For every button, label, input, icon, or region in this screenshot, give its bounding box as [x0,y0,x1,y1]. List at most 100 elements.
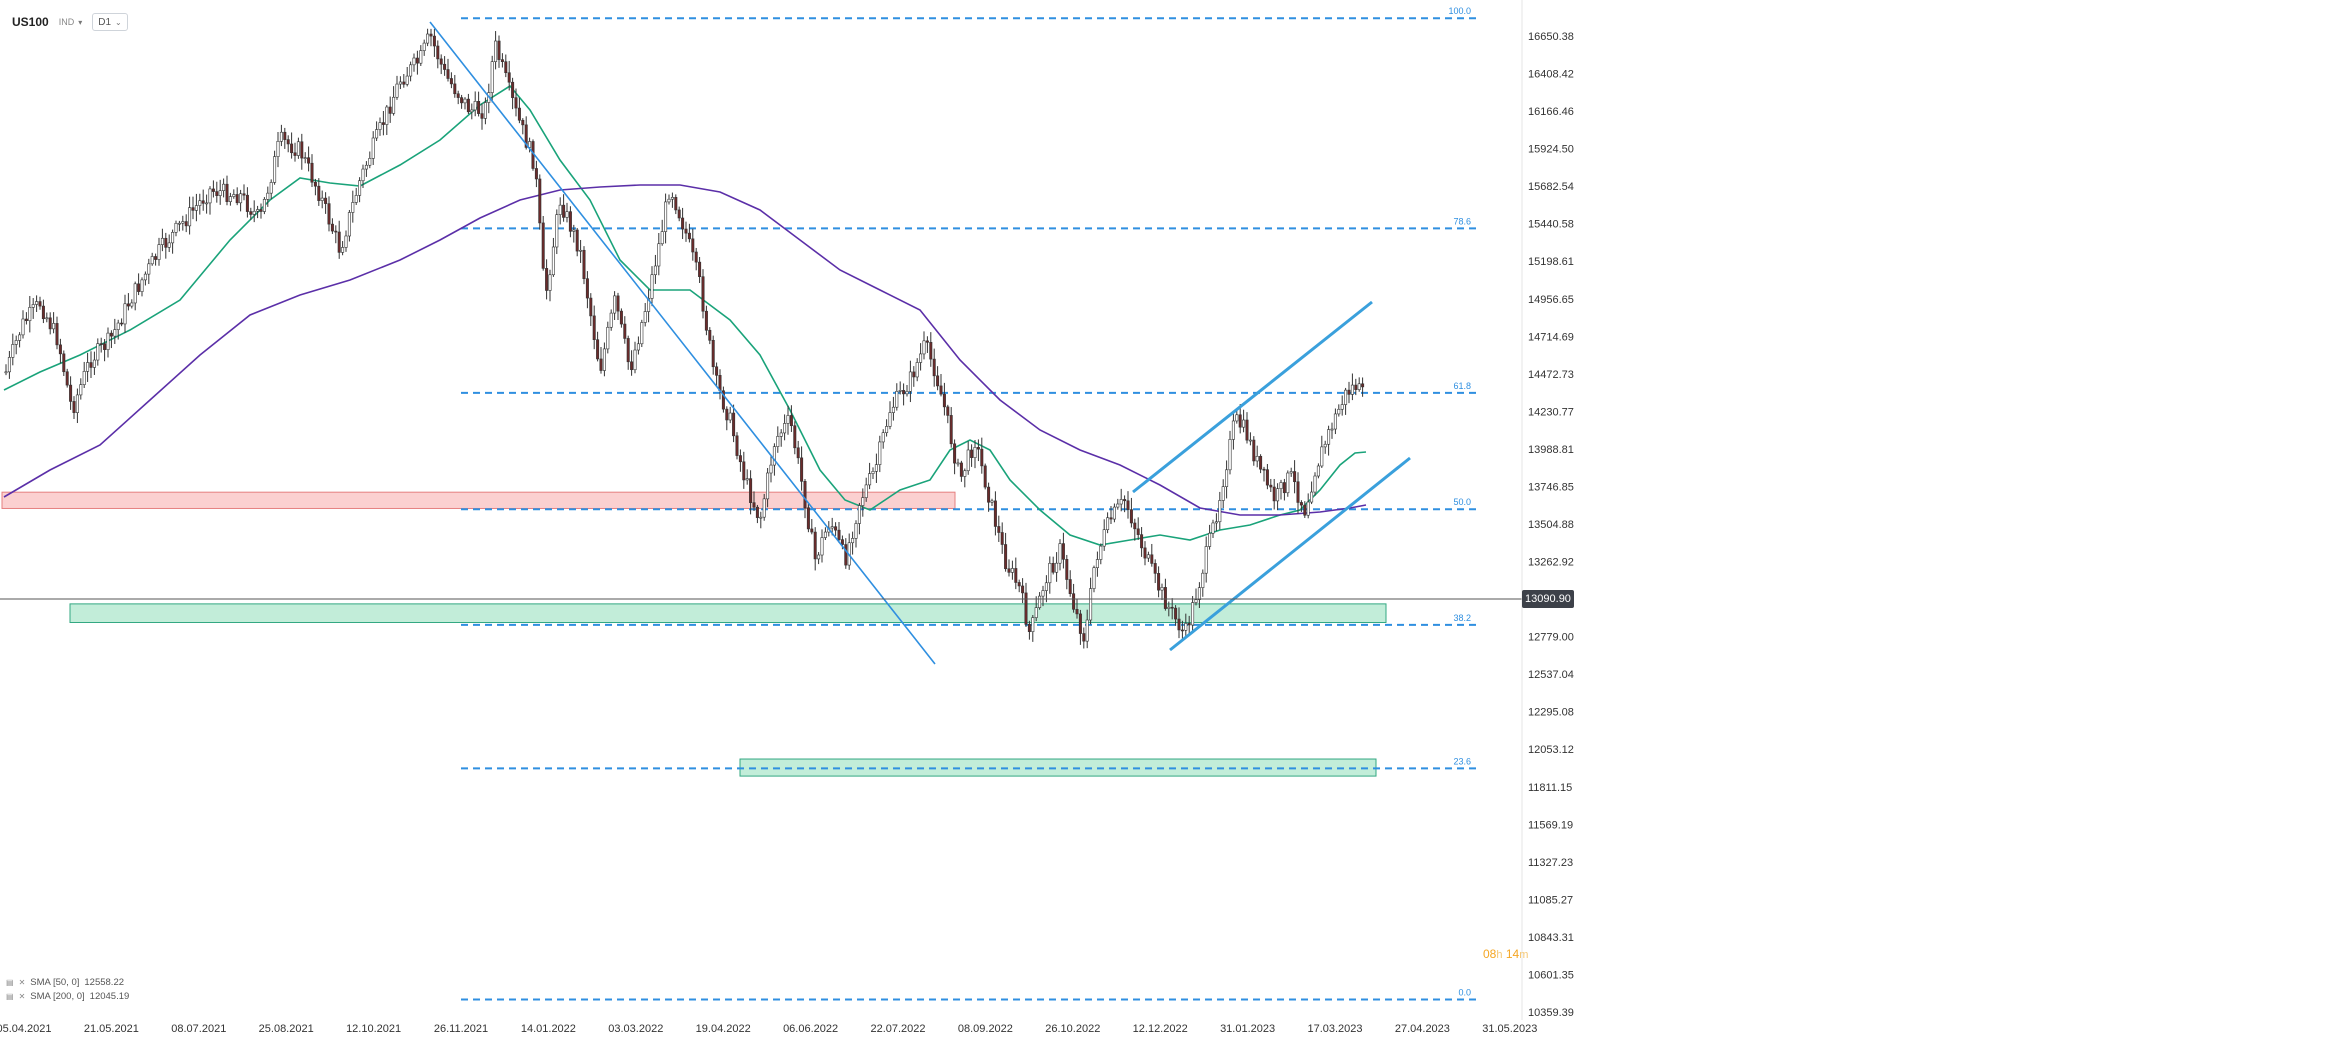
candle-body [864,484,868,498]
candle-body [643,311,647,323]
candle-body [126,303,130,307]
candle-body [470,109,474,113]
candle-body [150,256,154,265]
candle-body [1017,582,1021,587]
symbol-label[interactable]: US100 [12,15,49,29]
indicator-dropdown[interactable]: IND ▾ [59,17,83,27]
y-axis-tick-label: 14230.77 [1528,406,1574,418]
candle-body [1119,499,1123,505]
candle-body [817,554,821,560]
candle-body [755,506,759,518]
candle-body [171,232,175,244]
candle-body [517,107,521,121]
y-axis-tick-label: 16650.38 [1528,31,1574,43]
candle-body [1038,595,1042,608]
candle-body [925,340,929,343]
candle-body [1279,482,1283,489]
candle-body [1170,606,1174,609]
x-axis-tick-label: 06.06.2022 [783,1023,838,1035]
candle-body [198,200,202,206]
candle-body [1143,547,1147,559]
close-icon[interactable]: ✕ [18,978,26,987]
candle-countdown: 08h 14m [1483,947,1528,961]
candle-body [463,98,467,104]
candle-body [1350,384,1354,395]
candle-body [290,143,294,154]
x-axis-tick-label: 31.01.2023 [1220,1023,1275,1035]
candle-body [1235,414,1239,422]
x-axis-tick-label: 08.07.2021 [171,1023,226,1035]
candle-body [429,33,433,37]
channel-upper-line[interactable] [1132,300,1373,494]
candle-body [885,426,889,433]
countdown-hours: 08 [1483,947,1497,961]
candle-body [1347,389,1351,395]
sma-200-line[interactable] [3,184,1367,516]
candle-body [313,181,317,187]
candle-body [1228,439,1232,471]
candle-body [1024,592,1028,625]
candle-body [973,447,977,458]
candle-body [551,246,555,276]
candle-body [1146,554,1150,559]
channel-lower-line[interactable] [1169,456,1411,652]
candle-body [1255,455,1259,462]
close-icon[interactable]: ✕ [18,992,26,1001]
candle-body [307,157,311,164]
candle-body [861,497,865,506]
candle-body [878,441,882,465]
legend-item-sma200[interactable]: ▤ ✕ SMA [200, 0] 12045.19 [6,990,129,1004]
y-axis-tick-label: 16408.42 [1528,69,1574,81]
settings-icon[interactable]: ▤ [6,978,14,987]
candle-body [177,222,181,225]
candle-body [1316,465,1320,477]
y-axis-tick-label: 11085.27 [1528,894,1573,906]
candle-body [354,195,358,203]
candle-body [330,223,334,232]
candle-body [820,537,824,556]
y-axis-tick-label: 11569.19 [1528,819,1573,831]
candle-body [385,106,389,125]
candle-body [976,447,980,450]
candle-body [1184,623,1188,631]
candle-body [762,498,766,518]
candle-body [970,449,974,458]
timeframe-select[interactable]: D1 ⌄ [92,13,128,31]
candle-body [653,265,657,276]
candle-body [35,301,39,305]
support-zone[interactable] [69,603,1387,623]
y-axis-tick-label: 10843.31 [1528,932,1574,944]
candle-body [956,462,960,465]
candle-body [919,353,923,363]
candle-body [140,279,144,292]
legend-item-sma50[interactable]: ▤ ✕ SMA [50, 0] 12558.22 [6,976,129,990]
candle-body [48,317,52,330]
candle-body [830,526,834,529]
sma-50-line[interactable] [3,84,1367,546]
candle-body [1201,572,1205,588]
candle-body [990,500,994,503]
settings-icon[interactable]: ▤ [6,992,14,1001]
candle-body [953,443,957,464]
candle-body [1187,623,1191,626]
candle-body [24,318,28,322]
candle-body [412,57,416,66]
candle-body [966,449,970,472]
candle-body [898,390,902,392]
candle-body [932,358,936,377]
candle-body [446,69,450,79]
candle-body [96,343,100,361]
resistance-zone[interactable] [1,491,956,509]
candle-body [596,339,600,360]
legend-value: 12558.22 [84,977,125,988]
candle-body [1330,428,1334,431]
downtrend-line[interactable] [429,21,936,665]
candle-body [732,412,736,437]
candle-body [11,344,15,358]
candle-body [691,238,695,253]
candle-body [1323,443,1327,448]
countdown-minutes-unit: m [1519,949,1529,961]
candle-body [1051,562,1055,573]
candle-body [242,193,246,196]
